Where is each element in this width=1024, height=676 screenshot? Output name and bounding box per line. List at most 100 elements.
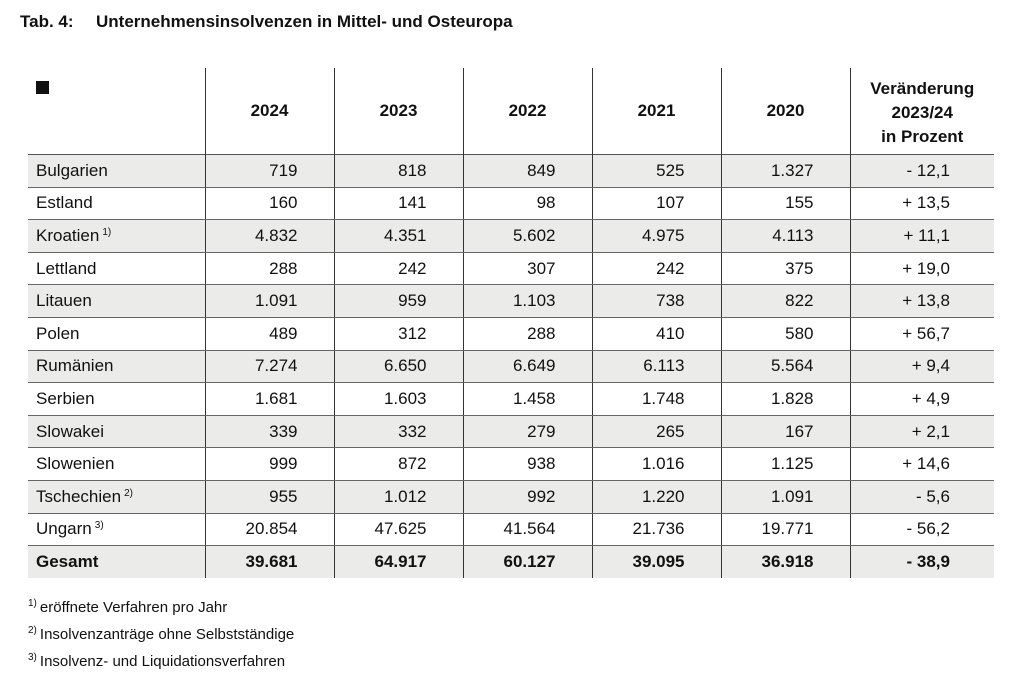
- change-cell: - 56,2: [849, 513, 994, 547]
- country-name: Litauen: [36, 291, 92, 311]
- change-cell: + 11,1: [849, 219, 994, 253]
- country-name: Slowenien: [36, 454, 115, 474]
- header-year: 2023: [333, 68, 463, 155]
- table-row: Polen 489 312 288 410 580 + 56,7: [28, 317, 994, 351]
- country-name: Polen: [36, 323, 80, 343]
- value-cell: 992: [462, 480, 592, 514]
- change-cell: - 12,1: [849, 154, 994, 188]
- value-cell: 738: [591, 284, 721, 318]
- header-change-line: Veränderung: [870, 79, 975, 98]
- value-cell: 1.327: [720, 154, 850, 188]
- table-row: Slowenien 999 872 938 1.016 1.125 + 14,6: [28, 447, 994, 481]
- value-cell: 155: [720, 187, 850, 221]
- total-row: Gesamt 39.681 64.917 60.127 39.095 36.918- 38…: [28, 545, 994, 578]
- value-cell: 872: [333, 447, 463, 481]
- value-cell: 332: [333, 415, 463, 449]
- country-name: Lettland: [36, 258, 97, 278]
- value-cell: 1.091: [204, 284, 334, 318]
- footnote-mark: 3): [28, 652, 37, 663]
- country-cell: Bulgarien: [28, 154, 205, 188]
- change-cell: + 19,0: [849, 252, 994, 286]
- value-cell: 242: [591, 252, 721, 286]
- value-cell: 1.603: [333, 382, 463, 416]
- header-change: Veränderung 2023/24 in Prozent: [849, 68, 994, 155]
- value-cell: 1.220: [591, 480, 721, 514]
- square-bullet-icon: [36, 81, 49, 94]
- table-row: Rumänien 7.274 6.650 6.649 6.113 5.564 + 9,4: [28, 350, 994, 384]
- insolvency-table: 2024 2023 2022 2021 2020 Veränderung 202…: [28, 68, 994, 578]
- value-cell: 999: [204, 447, 334, 481]
- value-cell: 822: [720, 284, 850, 318]
- change-cell: + 14,6: [849, 447, 994, 481]
- value-cell: 818: [333, 154, 463, 188]
- country-cell: Tschechien 2): [28, 480, 205, 514]
- value-cell: 242: [333, 252, 463, 286]
- footnote: 3) Insolvenz- und Liquidationsverfahren: [28, 646, 294, 673]
- change-cell: - 5,6: [849, 480, 994, 514]
- country-name: Serbien: [36, 388, 95, 408]
- value-cell: 60.127: [462, 545, 592, 578]
- footnote-text: Insolvenz- und Liquidationsverfahren: [39, 653, 286, 670]
- change-cell: + 56,7: [849, 317, 994, 351]
- country-name: Tschechien: [36, 486, 122, 506]
- value-cell: 4.832: [204, 219, 334, 253]
- footnote-mark: 1): [28, 598, 37, 609]
- footnote: 2) Insolvenzanträge ohne Selbstständige: [28, 619, 294, 646]
- change-cell: + 13,5: [849, 187, 994, 221]
- value-cell: 288: [204, 252, 334, 286]
- value-cell: 39.681: [204, 545, 334, 578]
- value-cell: 489: [204, 317, 334, 351]
- change-cell: + 13,8: [849, 284, 994, 318]
- change-cell: + 9,4: [849, 350, 994, 384]
- country-name: Gesamt: [36, 551, 99, 571]
- value-cell: 580: [720, 317, 850, 351]
- value-cell: 1.748: [591, 382, 721, 416]
- value-cell: 1.012: [333, 480, 463, 514]
- header-row: 2024 2023 2022 2021 2020 Veränderung 202…: [28, 68, 994, 155]
- table-row: Kroatien 1) 4.832 4.351 5.602 4.975 4.113 + 11,…: [28, 219, 994, 253]
- value-cell: 39.095: [591, 545, 721, 578]
- header-corner: [28, 68, 205, 155]
- value-cell: 1.828: [720, 382, 850, 416]
- header-year: 2020: [720, 68, 850, 155]
- footnote-ref: 2): [124, 487, 133, 499]
- change-cell: + 2,1: [849, 415, 994, 449]
- footnote-ref: 3): [94, 520, 104, 532]
- table-title: Tab. 4: Unternehmensinsolvenzen in Mittel…: [20, 12, 513, 32]
- value-cell: 279: [462, 415, 592, 449]
- header-year: 2022: [462, 68, 592, 155]
- value-cell: 1.125: [720, 447, 850, 481]
- table-title-text: Unternehmensinsolvenzen in Mittel- und O…: [96, 12, 513, 31]
- table-row: Bulgarien 719 818 849 525 1.327- 12,1: [28, 154, 994, 188]
- country-cell: Slowenien: [28, 447, 205, 481]
- country-name: Estland: [36, 193, 93, 213]
- value-cell: 1.458: [462, 382, 592, 416]
- footnote-text: Insolvenzanträge ohne Selbstständige: [39, 626, 295, 643]
- country-cell: Slowakei: [28, 415, 205, 449]
- country-name: Ungarn: [36, 519, 92, 539]
- value-cell: 141: [333, 187, 463, 221]
- country-cell: Serbien: [28, 382, 205, 416]
- header-year: 2024: [204, 68, 334, 155]
- value-cell: 955: [204, 480, 334, 514]
- value-cell: 20.854: [204, 513, 334, 547]
- table-row: Ungarn 3) 20.854 47.625 41.564 21.736 19.771- …: [28, 513, 994, 547]
- value-cell: 312: [333, 317, 463, 351]
- change-cell: + 4,9: [849, 382, 994, 416]
- value-cell: 47.625: [333, 513, 463, 547]
- value-cell: 959: [333, 284, 463, 318]
- value-cell: 849: [462, 154, 592, 188]
- country-name: Bulgarien: [36, 160, 108, 180]
- value-cell: 938: [462, 447, 592, 481]
- value-cell: 98: [462, 187, 592, 221]
- value-cell: 5.564: [720, 350, 850, 384]
- value-cell: 107: [591, 187, 721, 221]
- country-cell: Lettland: [28, 252, 205, 286]
- value-cell: 4.351: [333, 219, 463, 253]
- country-cell: Estland: [28, 187, 205, 221]
- value-cell: 410: [591, 317, 721, 351]
- value-cell: 525: [591, 154, 721, 188]
- header-year: 2021: [591, 68, 721, 155]
- value-cell: 167: [720, 415, 850, 449]
- table-number: Tab. 4:: [20, 12, 74, 31]
